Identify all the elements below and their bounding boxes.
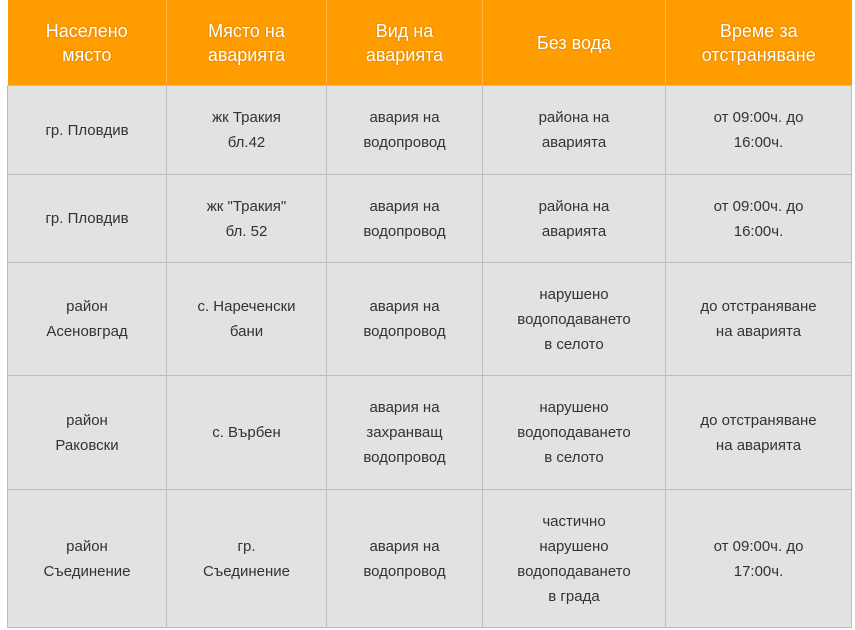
- cell-location: с. Върбен: [166, 375, 327, 490]
- cell-settlement: район Раковски: [7, 375, 167, 490]
- cell-type: авария на водопровод: [326, 489, 483, 628]
- cell-location: гр. Съединение: [166, 489, 327, 628]
- cell-type: авария на водопровод: [326, 262, 483, 376]
- header-settlement: Населено място: [7, 0, 167, 86]
- header-row: Населено място Място на аварията Вид на …: [7, 0, 852, 86]
- cell-no-water: нарушено водоподаването в селото: [482, 262, 666, 376]
- table-row: гр. Пловдив жк "Тракия" бл. 52 авария на…: [7, 174, 852, 263]
- table-row: гр. Пловдив жк Тракия бл.42 авария на во…: [7, 85, 852, 175]
- table-row: район Асеновград с. Нареченски бани авар…: [7, 262, 852, 376]
- cell-repair-time: от 09:00ч. до 17:00ч.: [665, 489, 852, 628]
- cell-repair-time: от 09:00ч. до 16:00ч.: [665, 174, 852, 263]
- header-no-water: Без вода: [482, 0, 666, 86]
- header-type: Вид на аварията: [326, 0, 483, 86]
- cell-no-water: частично нарушено водоподаването в града: [482, 489, 666, 628]
- cell-type: авария на водопровод: [326, 174, 483, 263]
- cell-type: авария на захранващ водопровод: [326, 375, 483, 490]
- cell-repair-time: до отстраняване на аварията: [665, 375, 852, 490]
- header-location: Място на аварията: [166, 0, 327, 86]
- cell-settlement: район Съединение: [7, 489, 167, 628]
- table-row: район Съединение гр. Съединение авария н…: [7, 489, 852, 628]
- cell-settlement: район Асеновград: [7, 262, 167, 376]
- cell-no-water: района на аварията: [482, 174, 666, 263]
- table-row: район Раковски с. Върбен авария на захра…: [7, 375, 852, 490]
- cell-type: авария на водопровод: [326, 85, 483, 175]
- cell-settlement: гр. Пловдив: [7, 174, 167, 263]
- cell-repair-time: до отстраняване на аварията: [665, 262, 852, 376]
- cell-repair-time: от 09:00ч. до 16:00ч.: [665, 85, 852, 175]
- outage-table: Населено място Място на аварията Вид на …: [7, 0, 852, 628]
- cell-no-water: нарушено водоподаването в селото: [482, 375, 666, 490]
- cell-location: жк Тракия бл.42: [166, 85, 327, 175]
- cell-settlement: гр. Пловдив: [7, 85, 167, 175]
- cell-location: жк "Тракия" бл. 52: [166, 174, 327, 263]
- cell-location: с. Нареченски бани: [166, 262, 327, 376]
- header-repair-time: Време за отстраняване: [665, 0, 852, 86]
- cell-no-water: района на аварията: [482, 85, 666, 175]
